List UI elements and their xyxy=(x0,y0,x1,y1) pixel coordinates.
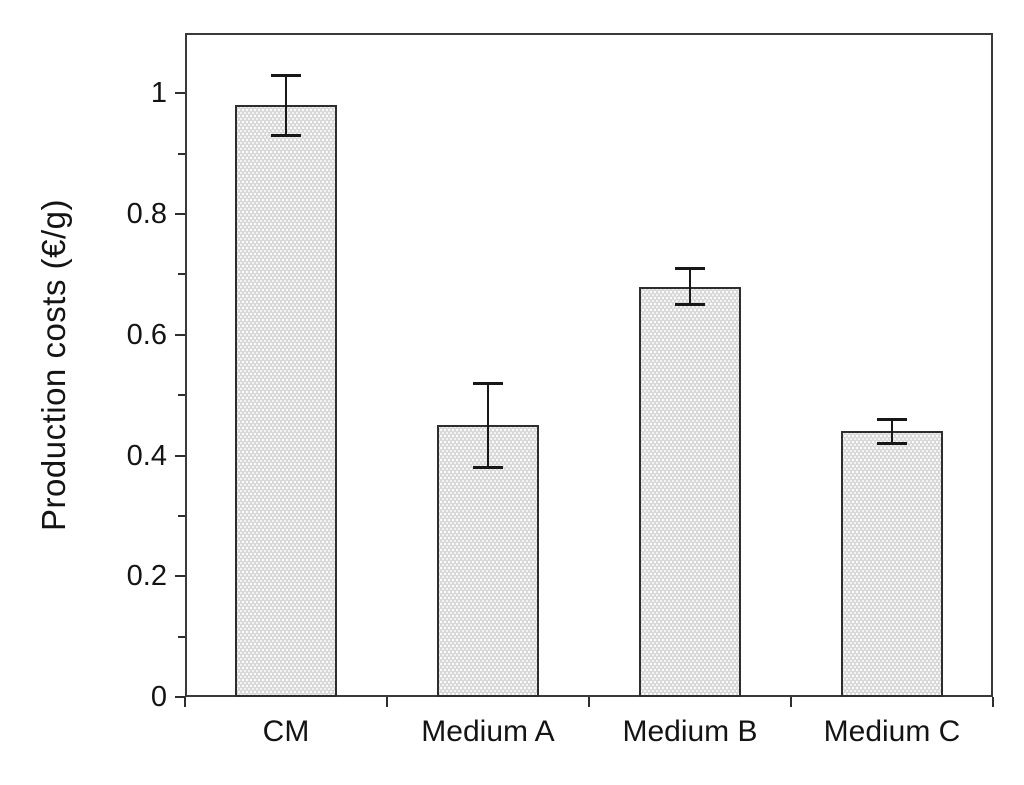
x-axis-tick xyxy=(184,697,186,707)
y-axis-title: Production costs (€/g) xyxy=(35,199,72,531)
error-bar-cap xyxy=(675,266,705,270)
error-bar-cap xyxy=(877,417,907,421)
x-axis-tick xyxy=(992,697,994,707)
error-bar-cap xyxy=(473,466,503,470)
error-bar-cap xyxy=(271,134,301,138)
x-category-label: CM xyxy=(262,715,310,748)
error-bar-line xyxy=(688,268,692,305)
x-category-label: Medium A xyxy=(421,715,555,748)
y-minor-tick xyxy=(178,514,185,517)
y-tick-label: 0.4 xyxy=(126,439,167,472)
x-axis-tick xyxy=(588,697,590,707)
y-major-tick xyxy=(175,213,185,216)
error-bar-line xyxy=(486,383,490,468)
y-tick-label: 0.2 xyxy=(126,560,167,593)
bar-medium-b xyxy=(639,286,741,697)
error-bar-cap xyxy=(271,73,301,77)
bar-cm xyxy=(235,105,337,697)
y-minor-tick xyxy=(178,394,185,397)
y-minor-tick xyxy=(178,635,185,638)
error-bar-cap xyxy=(675,303,705,307)
y-major-tick xyxy=(175,575,185,578)
y-major-tick xyxy=(175,696,185,698)
y-tick-label: 1 xyxy=(150,77,167,110)
y-major-tick xyxy=(175,454,185,457)
y-tick-label: 0 xyxy=(150,681,167,713)
y-major-tick xyxy=(175,92,185,95)
y-minor-tick xyxy=(178,152,185,155)
bar-medium-a xyxy=(437,425,539,697)
x-category-label: Medium C xyxy=(823,715,961,748)
x-category-label: Medium B xyxy=(622,715,758,748)
error-bar-cap xyxy=(473,381,503,385)
x-axis-tick xyxy=(790,697,792,707)
y-major-tick xyxy=(175,333,185,336)
error-bar-cap xyxy=(877,441,907,445)
y-tick-label: 0.6 xyxy=(126,318,167,351)
error-bar-line xyxy=(890,419,894,444)
error-bar-line xyxy=(284,75,288,136)
y-minor-tick xyxy=(178,273,185,276)
y-tick-label: 0.8 xyxy=(126,198,167,231)
x-axis-tick xyxy=(386,697,388,707)
bar-medium-c xyxy=(841,431,943,697)
